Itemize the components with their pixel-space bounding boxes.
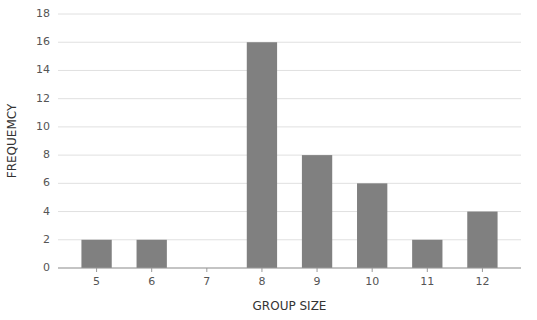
y-tick-label: 6 [43, 176, 50, 189]
x-tick [96, 268, 97, 272]
bar [81, 240, 111, 268]
x-tick [317, 268, 318, 272]
x-axis-line [58, 268, 521, 269]
bar [467, 212, 497, 268]
y-tick-label: 8 [43, 148, 50, 161]
x-tick-label: 10 [365, 275, 379, 288]
grid-line [58, 211, 521, 212]
y-tick-label: 0 [43, 261, 50, 274]
grid-line [58, 183, 521, 184]
x-axis-label: GROUP SIZE [253, 299, 327, 313]
y-tick-label: 14 [36, 63, 50, 76]
grid-line [58, 70, 521, 71]
y-tick-label: 10 [36, 120, 50, 133]
grid-line [58, 126, 521, 127]
y-tick-label: 12 [36, 92, 50, 105]
grid-line [58, 239, 521, 240]
y-tick-label: 2 [43, 233, 50, 246]
bar [247, 42, 277, 268]
x-tick-label: 5 [93, 275, 100, 288]
bar [412, 240, 442, 268]
bars [81, 42, 497, 268]
y-tick-label: 4 [43, 205, 50, 218]
x-tick [261, 268, 262, 272]
x-tick-label: 9 [314, 275, 321, 288]
x-tick [372, 268, 373, 272]
grid-line [58, 98, 521, 99]
grid-line [58, 42, 521, 43]
y-axis-label: FREQUEMCY [5, 103, 19, 178]
bar [357, 183, 387, 268]
x-tick-label: 12 [475, 275, 489, 288]
bar [302, 155, 332, 268]
chart-svg: 0 2 4 6 8 10 12 14 16 18 5 6 7 8 9 10 11 12 GROUP SIZE FREQ… [0, 0, 537, 320]
x-tick [206, 268, 207, 272]
x-tick [427, 268, 428, 272]
x-tick [482, 268, 483, 272]
y-tick-label: 16 [36, 35, 50, 48]
x-ticks: 5 6 7 8 9 10 11 12 [93, 268, 489, 288]
x-tick [151, 268, 152, 272]
x-tick-label: 7 [203, 275, 210, 288]
bar [137, 240, 167, 268]
y-tick-label: 18 [36, 7, 50, 20]
x-tick-label: 8 [258, 275, 265, 288]
x-tick-label: 6 [148, 275, 155, 288]
grid-line [58, 14, 521, 15]
grid-line [58, 268, 521, 269]
y-grid [58, 14, 521, 268]
x-tick-label: 11 [420, 275, 434, 288]
y-tick-labels: 0 2 4 6 8 10 12 14 16 18 [36, 7, 50, 274]
chart-container: 0 2 4 6 8 10 12 14 16 18 5 6 7 8 9 10 11 12 GROUP SIZE FREQ… [0, 0, 537, 320]
grid-line [58, 155, 521, 156]
